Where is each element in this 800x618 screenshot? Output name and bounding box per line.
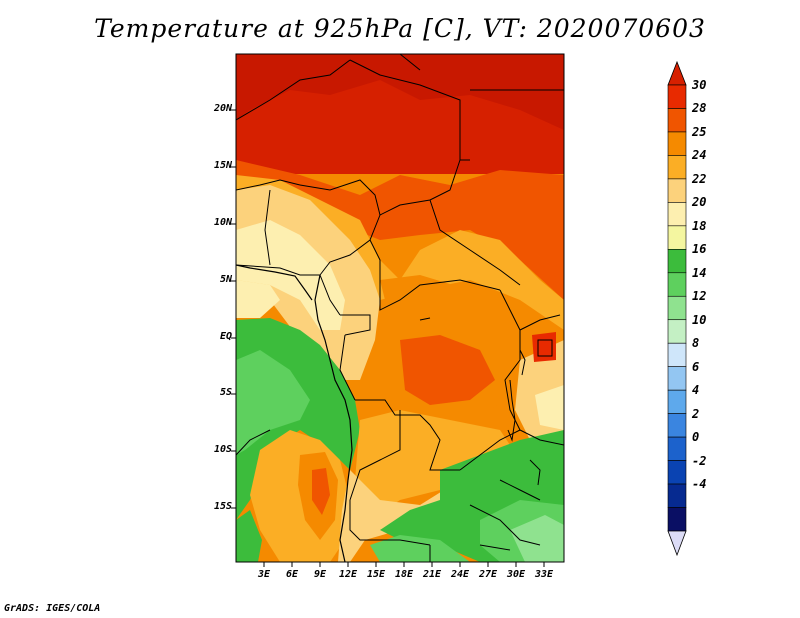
colorbar-swatch xyxy=(667,225,687,250)
colorbar-label: 2 xyxy=(692,406,700,421)
colorbar-swatch xyxy=(667,249,687,274)
colorbar-swatch xyxy=(667,342,687,367)
colorbar-swatch xyxy=(667,460,687,485)
lat-label: 20N xyxy=(213,103,232,114)
lon-label: 27E xyxy=(478,569,498,580)
lat-label: 5N xyxy=(219,274,232,285)
colorbar-swatch xyxy=(667,155,687,180)
lon-label: 33E xyxy=(534,569,554,580)
lakes xyxy=(419,317,553,486)
lat-label: 10N xyxy=(213,217,232,228)
grads-credit: GrADS: IGES/COLA xyxy=(4,603,101,614)
map-title: Temperature at 925hPa [C], VT: 202007060… xyxy=(94,14,706,43)
colorbar-swatch xyxy=(667,436,687,461)
colorbar-label: -2 xyxy=(692,453,707,468)
colorbar-top-arrow xyxy=(667,60,687,86)
axis-ticks xyxy=(231,109,545,567)
colorbar-label: 25 xyxy=(692,124,707,139)
colorbar-swatch xyxy=(667,366,687,391)
colorbar-swatch xyxy=(667,178,687,203)
lon-label: 9E xyxy=(313,569,327,580)
colorbar-swatch xyxy=(667,483,687,508)
lon-label: 18E xyxy=(394,569,414,580)
colorbar-label: 22 xyxy=(692,171,707,186)
colorbar-label: 8 xyxy=(692,336,700,351)
colorbar xyxy=(667,60,687,557)
colorbar-bottom-arrow xyxy=(667,530,687,557)
colorbar-swatch xyxy=(667,389,687,414)
colorbar-label: 16 xyxy=(692,242,707,257)
colorbar-swatch xyxy=(667,131,687,156)
colorbar-swatch xyxy=(667,108,687,133)
north-orange-zone xyxy=(236,160,564,300)
lat-label: EQ xyxy=(219,331,232,342)
colorbar-label: 10 xyxy=(692,312,707,327)
lon-label: 24E xyxy=(450,569,470,580)
lat-label: 15N xyxy=(213,160,232,171)
lon-label: 3E xyxy=(257,569,271,580)
colorbar-label: 14 xyxy=(692,265,707,280)
temperature-field xyxy=(236,54,564,562)
lon-label: 21E xyxy=(422,569,442,580)
colorbar-swatch xyxy=(667,84,687,109)
lon-label: 30E xyxy=(506,569,526,580)
lon-label: 15E xyxy=(366,569,386,580)
colorbar-swatch xyxy=(667,295,687,321)
colorbar-label: 18 xyxy=(692,218,707,233)
colorbar-label: 0 xyxy=(692,430,700,445)
colorbar-swatch xyxy=(667,272,687,297)
colorbar-label: 30 xyxy=(692,78,707,92)
lat-label: 10S xyxy=(213,444,232,455)
colorbar-swatch xyxy=(667,507,687,532)
colorbar-label: 4 xyxy=(692,383,700,398)
lon-label: 12E xyxy=(338,569,358,580)
lat-label: 5S xyxy=(219,387,232,398)
coastline xyxy=(236,264,353,562)
colorbar-swatch xyxy=(667,413,687,438)
map-frame xyxy=(235,53,565,563)
lat-label: 15S xyxy=(213,501,232,512)
country-borders xyxy=(236,54,564,562)
colorbar-label: 20 xyxy=(692,195,707,210)
colorbar-swatch xyxy=(667,319,687,344)
lon-label: 6E xyxy=(285,569,299,580)
colorbar-label: 12 xyxy=(692,289,707,304)
colorbar-label: -4 xyxy=(692,477,707,492)
colorbar-swatch xyxy=(667,202,687,227)
colorbar-label: 6 xyxy=(692,359,700,374)
colorbar-label: 28 xyxy=(692,101,707,116)
colorbar-label: 24 xyxy=(692,148,707,163)
